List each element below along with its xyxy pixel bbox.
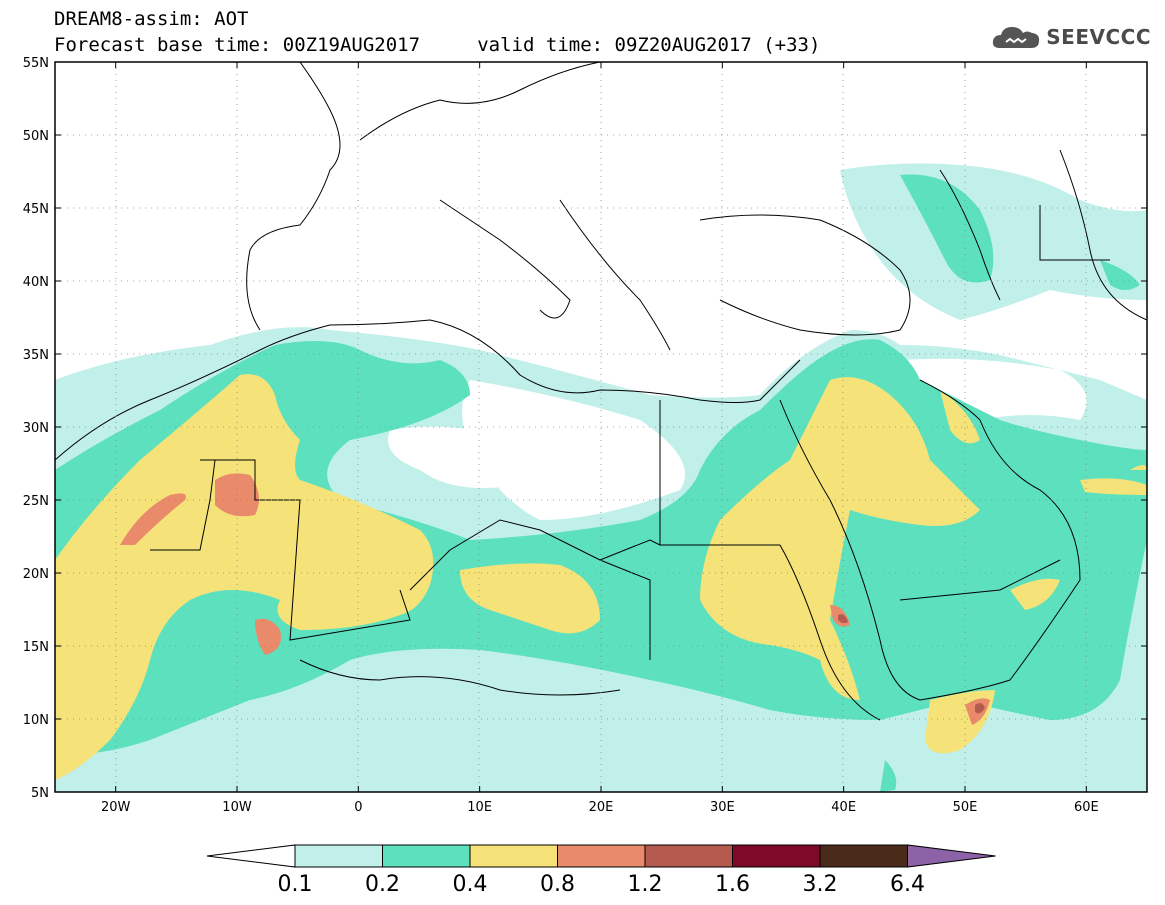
- colorbar-segment: [557, 844, 646, 868]
- colorbar-segment: [382, 844, 471, 868]
- logo-text: SEEVCCC: [1046, 25, 1151, 49]
- colorbar-segment: [469, 844, 558, 868]
- colorbar-segment: [644, 844, 733, 868]
- map-title: DREAM8-assim: AOT: [54, 8, 249, 30]
- lat-tick-label: 50N: [23, 129, 49, 144]
- colorbar-label: 0.8: [540, 872, 575, 897]
- lat-tick-label: 40N: [23, 275, 49, 290]
- lat-tick-label: 15N: [23, 640, 49, 655]
- colorbar-label: 0.2: [365, 872, 400, 897]
- coastlines-borders: [55, 62, 1147, 721]
- lon-tick-label: 20E: [589, 800, 614, 815]
- lon-tick-label: 40E: [831, 800, 856, 815]
- aot-band-1.2: [838, 614, 985, 714]
- axis-ticks: 55N 50N 45N 40N 35N 30N 25N 20N 15N 10N 5N 20W 10W 0 1…: [23, 56, 1147, 815]
- aot-clean-areas: [388, 358, 1087, 520]
- lon-tick-label: 10W: [222, 800, 252, 815]
- colorbar-segment: [294, 844, 383, 868]
- colorbar-high-arrow: [907, 844, 996, 868]
- lat-tick-label: 5N: [31, 786, 49, 801]
- colorbar-label: 1.6: [715, 872, 750, 897]
- lon-tick-label: 50E: [953, 800, 978, 815]
- colorbar: 0.1 0.2 0.4 0.8 1.2 1.6 3.2 6.4: [206, 844, 996, 897]
- lat-tick-label: 45N: [23, 202, 49, 217]
- graticule: [55, 62, 1147, 792]
- colorbar-label: 6.4: [890, 872, 925, 897]
- aot-band-0.4: [55, 374, 1147, 780]
- lon-tick-label: 60E: [1074, 800, 1099, 815]
- lon-tick-label: 0: [354, 800, 362, 815]
- lon-tick-label: 20W: [101, 800, 131, 815]
- lat-tick-label: 10N: [23, 713, 49, 728]
- lat-tick-label: 55N: [23, 56, 49, 71]
- lat-tick-label: 30N: [23, 421, 49, 436]
- lat-tick-label: 35N: [23, 348, 49, 363]
- lon-tick-label: 30E: [710, 800, 735, 815]
- colorbar-label: 3.2: [803, 872, 838, 897]
- colorbar-low-arrow: [206, 844, 296, 868]
- cloud-icon: [993, 27, 1040, 48]
- colorbar-label: 0.4: [453, 872, 488, 897]
- colorbar-segment: [819, 844, 908, 868]
- aot-field: [55, 163, 1147, 792]
- lat-tick-label: 20N: [23, 567, 49, 582]
- colorbar-label: 0.1: [278, 872, 313, 897]
- lon-tick-label: 10E: [467, 800, 492, 815]
- forecast-times: Forecast base time: 00Z19AUG2017 valid t…: [54, 34, 821, 56]
- lat-tick-label: 25N: [23, 494, 49, 509]
- colorbar-segment: [732, 844, 821, 868]
- seevccc-logo: SEEVCCC: [990, 22, 1151, 52]
- colorbar-label: 1.2: [628, 872, 663, 897]
